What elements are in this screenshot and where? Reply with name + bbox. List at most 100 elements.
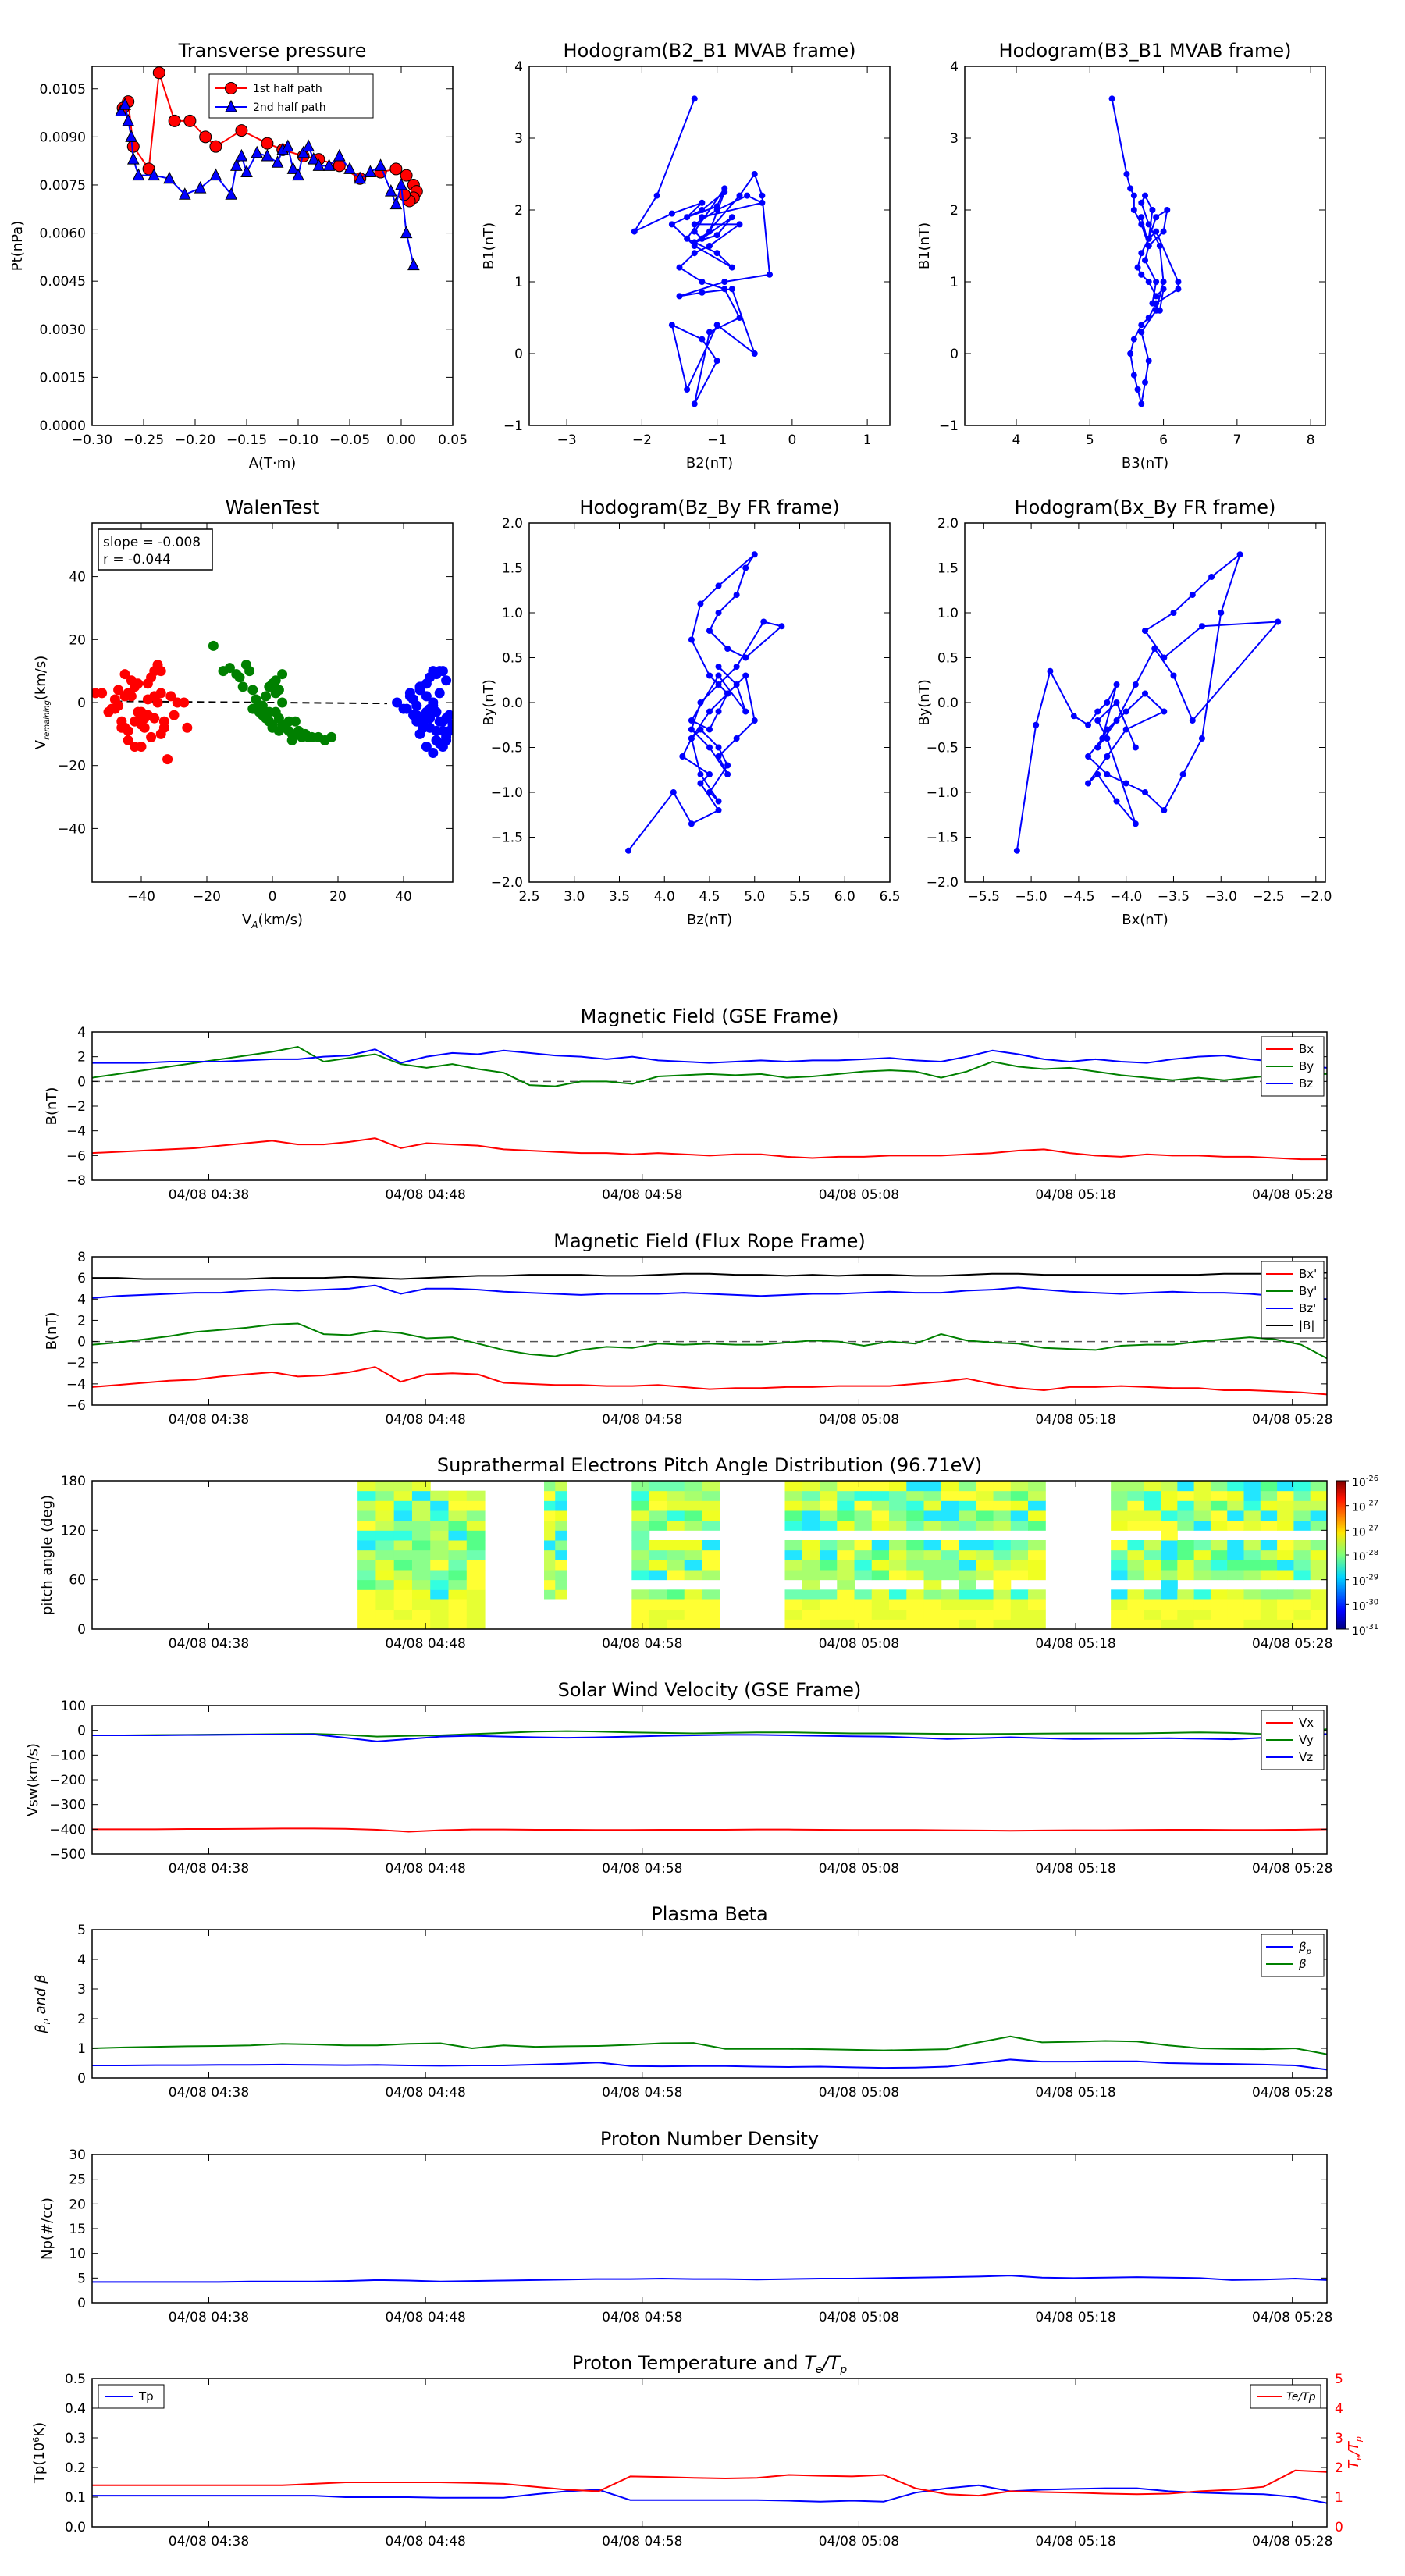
- heatmap-cell: [820, 1550, 838, 1560]
- y-tick-label: 4: [77, 1292, 86, 1308]
- heatmap-cell: [430, 1520, 450, 1531]
- data-point: [625, 847, 632, 854]
- heatmap-cell: [667, 1550, 685, 1560]
- heatmap-cell: [959, 1550, 976, 1560]
- colorbar-label: 10-31: [1352, 1623, 1378, 1638]
- y-tick-label: 1: [77, 2041, 86, 2057]
- data-point: [676, 264, 683, 271]
- heatmap-cell: [1243, 1619, 1261, 1630]
- data-point: [724, 690, 731, 697]
- heatmap-cell: [1293, 1570, 1311, 1581]
- heatmap-cell: [631, 1570, 650, 1581]
- colorbar-label: 10-28: [1352, 1549, 1378, 1564]
- heatmap-cell: [357, 1540, 376, 1551]
- legend-label: By: [1299, 1059, 1314, 1073]
- data-point: [767, 271, 773, 278]
- data-point: [225, 82, 237, 94]
- data-point: [691, 221, 698, 228]
- heatmap-cell: [1310, 1500, 1328, 1511]
- data-point: [421, 691, 432, 702]
- heatmap-cell: [993, 1609, 1012, 1620]
- data-point: [1175, 286, 1182, 293]
- legend-box: [1261, 1934, 1325, 1977]
- heatmap-cell: [357, 1530, 376, 1541]
- heatmap-cell: [871, 1619, 890, 1630]
- heatmap-cell: [1177, 1589, 1195, 1600]
- heatmap-cell: [393, 1520, 413, 1531]
- data-point: [724, 646, 731, 652]
- data-point: [1142, 192, 1148, 199]
- x-tick-label: 04/08 05:08: [819, 1636, 899, 1652]
- data-point: [148, 168, 161, 181]
- heatmap-cell: [555, 1550, 567, 1560]
- heatmap-cell: [889, 1520, 907, 1531]
- heatmap-cell: [411, 1510, 431, 1521]
- y-tick-label: 1: [514, 275, 523, 290]
- heatmap-cell: [649, 1510, 667, 1521]
- x-tick-label: 04/08 05:28: [1252, 1861, 1332, 1877]
- y-tick-label: 4: [77, 1025, 86, 1041]
- x-tick-label: 0: [269, 889, 277, 905]
- data-point: [182, 722, 193, 733]
- data-point: [297, 145, 310, 158]
- data-point: [699, 235, 706, 242]
- plot-frame: [91, 66, 454, 426]
- data-point: [1085, 721, 1092, 728]
- x-tick-label: 4.0: [654, 889, 675, 905]
- heatmap-cell: [923, 1560, 942, 1571]
- heatmap-cell: [906, 1560, 925, 1571]
- data-point: [1094, 717, 1101, 724]
- heatmap-cell: [411, 1560, 431, 1571]
- heatmap-cell: [923, 1481, 942, 1492]
- data-point: [400, 226, 413, 239]
- heatmap-cell: [959, 1560, 976, 1571]
- y-tick-label: 0.5: [937, 651, 959, 667]
- heatmap-cell: [1177, 1520, 1195, 1531]
- x-tick-label: 6.5: [879, 889, 900, 905]
- data-point: [273, 685, 284, 696]
- y-tick-label: 0.5: [65, 2371, 86, 2387]
- heatmap-cell: [667, 1609, 685, 1620]
- heatmap-cell: [1193, 1550, 1211, 1560]
- data-point: [1189, 717, 1196, 724]
- heatmap-cell: [702, 1540, 720, 1551]
- series-line: [92, 1272, 1327, 1280]
- x-tick-label: 5.5: [789, 889, 810, 905]
- data-point: [1170, 610, 1177, 616]
- heatmap-cell: [555, 1500, 567, 1511]
- data-point: [1130, 192, 1137, 199]
- data-point: [684, 214, 691, 221]
- heatmap-cell: [631, 1609, 650, 1620]
- heatmap-cell: [784, 1550, 803, 1560]
- heatmap-cell: [889, 1550, 907, 1560]
- heatmap-cell: [555, 1540, 567, 1551]
- heatmap-cell: [448, 1540, 468, 1551]
- data-point: [1134, 264, 1141, 271]
- x-tick-label: 3.5: [609, 889, 630, 905]
- annotation-r: r = -0.044: [103, 552, 171, 568]
- data-point: [312, 158, 325, 171]
- heatmap-cell: [1260, 1520, 1278, 1531]
- heatmap-cell: [393, 1609, 413, 1620]
- data-point: [209, 168, 222, 181]
- heatmap-cell: [820, 1510, 838, 1521]
- heatmap-cell: [393, 1560, 413, 1571]
- y-tick-label: 1: [950, 275, 959, 290]
- data-point: [123, 725, 133, 736]
- data-point: [1189, 592, 1196, 598]
- data-point: [1218, 610, 1225, 616]
- y-tick-label: 0: [77, 2296, 86, 2311]
- heatmap-cell: [544, 1530, 556, 1541]
- heatmap-cell: [802, 1619, 820, 1630]
- data-point: [699, 199, 706, 206]
- data-point: [155, 666, 166, 677]
- y-axis-label: Np(#/cc): [39, 2197, 55, 2260]
- data-point: [728, 214, 735, 221]
- heatmap-cell: [959, 1540, 976, 1551]
- heatmap-cell: [1193, 1570, 1211, 1581]
- heatmap-cell: [544, 1481, 556, 1492]
- heatmap-cell: [544, 1589, 556, 1600]
- heatmap-cell: [1111, 1520, 1128, 1531]
- heatmap-cell: [1111, 1550, 1128, 1560]
- heatmap-cell: [466, 1550, 486, 1560]
